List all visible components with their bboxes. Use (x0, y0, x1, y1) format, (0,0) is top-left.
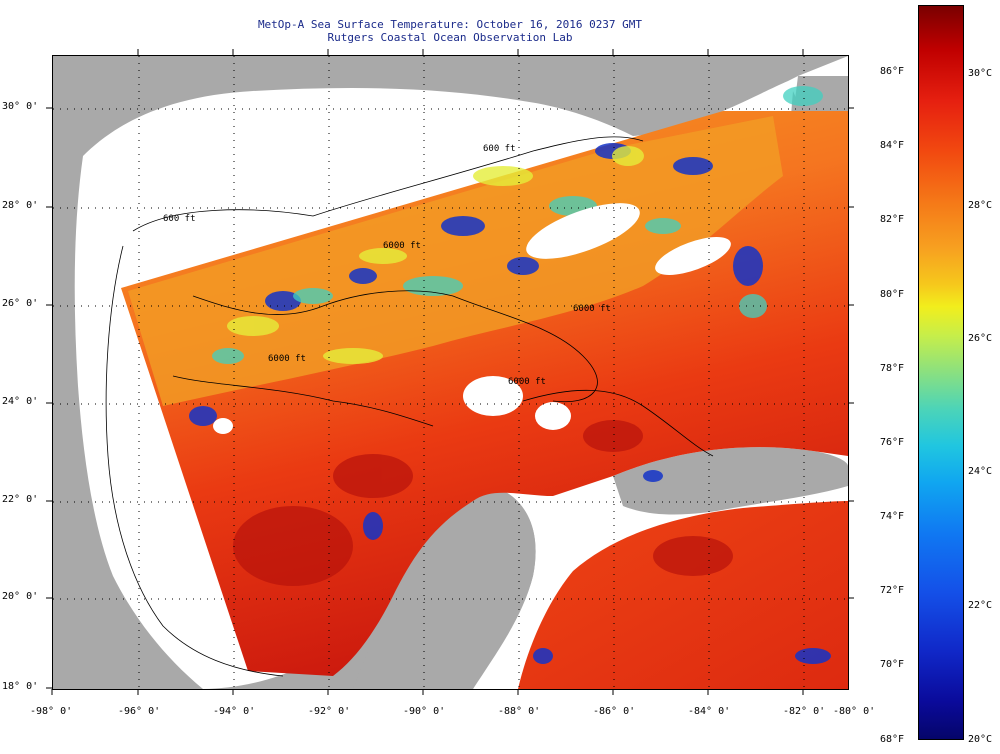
lat-label: 28° 0' (2, 200, 39, 211)
colorbar-c-label: 28°C (968, 200, 993, 211)
colorbar-f-label: 74°F (880, 511, 905, 522)
colorbar-c-label: 30°C (968, 68, 993, 79)
map-subtitle: Rutgers Coastal Ocean Observation Lab (327, 31, 573, 44)
lon-label: -88° 0' (498, 706, 541, 717)
lon-label: -90° 0' (403, 706, 446, 717)
color-scale-bar (918, 5, 964, 740)
map-title: MetOp-A Sea Surface Temperature: October… (257, 18, 643, 31)
cuba-land (613, 447, 848, 515)
colorbar-c-label: 22°C (968, 600, 993, 611)
colorbar-f-label: 82°F (880, 214, 905, 225)
colorbar-f-label: 72°F (880, 585, 905, 596)
contour-label: 6000 ft (508, 377, 546, 387)
lon-label: -94° 0' (213, 706, 256, 717)
colorbar-f-label: 80°F (880, 289, 905, 300)
lon-label: -84° 0' (688, 706, 731, 717)
lat-label: 24° 0' (2, 396, 39, 407)
colorbar-f-label: 86°F (880, 66, 905, 77)
lon-label: -98° 0' (30, 706, 73, 717)
lon-label: -92° 0' (308, 706, 351, 717)
lon-label: -82° 0' (783, 706, 826, 717)
sst-north-zone (128, 116, 783, 406)
contour-label: 600 ft (483, 144, 516, 154)
colorbar-f-label: 84°F (880, 140, 905, 151)
lat-label: 26° 0' (2, 298, 39, 309)
colorbar-c-label: 26°C (968, 333, 993, 344)
lon-label: -86° 0' (593, 706, 636, 717)
cyan-patches (212, 86, 823, 364)
contour-label: 600 ft (163, 214, 196, 224)
lon-label: -96° 0' (118, 706, 161, 717)
colorbar-c-label: 20°C (968, 734, 993, 745)
colorbar-c-label: 24°C (968, 466, 993, 477)
lon-label: -80° 0' (833, 706, 876, 717)
warm-core (233, 420, 733, 586)
sst-caribbean-patch (518, 501, 848, 689)
nodata-gaps (213, 203, 731, 434)
lat-label: 18° 0' (2, 681, 39, 692)
lat-label: 30° 0' (2, 101, 39, 112)
colorbar-f-label: 68°F (880, 734, 905, 745)
lat-label: 22° 0' (2, 494, 39, 505)
yellow-patches (227, 146, 644, 364)
contour-label: 6000 ft (268, 354, 306, 364)
colorbar-f-label: 70°F (880, 659, 905, 670)
graticule (53, 56, 848, 689)
map-canvas: 600 ft 600 ft 6000 ft 6000 ft 6000 ft 60… (52, 55, 849, 690)
colorbar-f-label: 78°F (880, 363, 905, 374)
yucatan-land (353, 488, 536, 689)
colorbar-f-label: 76°F (880, 437, 905, 448)
lat-label: 20° 0' (2, 591, 39, 602)
bathymetry-contours (105, 136, 714, 677)
contour-label: 6000 ft (573, 304, 611, 314)
contour-label: 6000 ft (383, 241, 421, 251)
sst-map: 600 ft 600 ft 6000 ft 6000 ft 6000 ft 60… (53, 56, 848, 689)
